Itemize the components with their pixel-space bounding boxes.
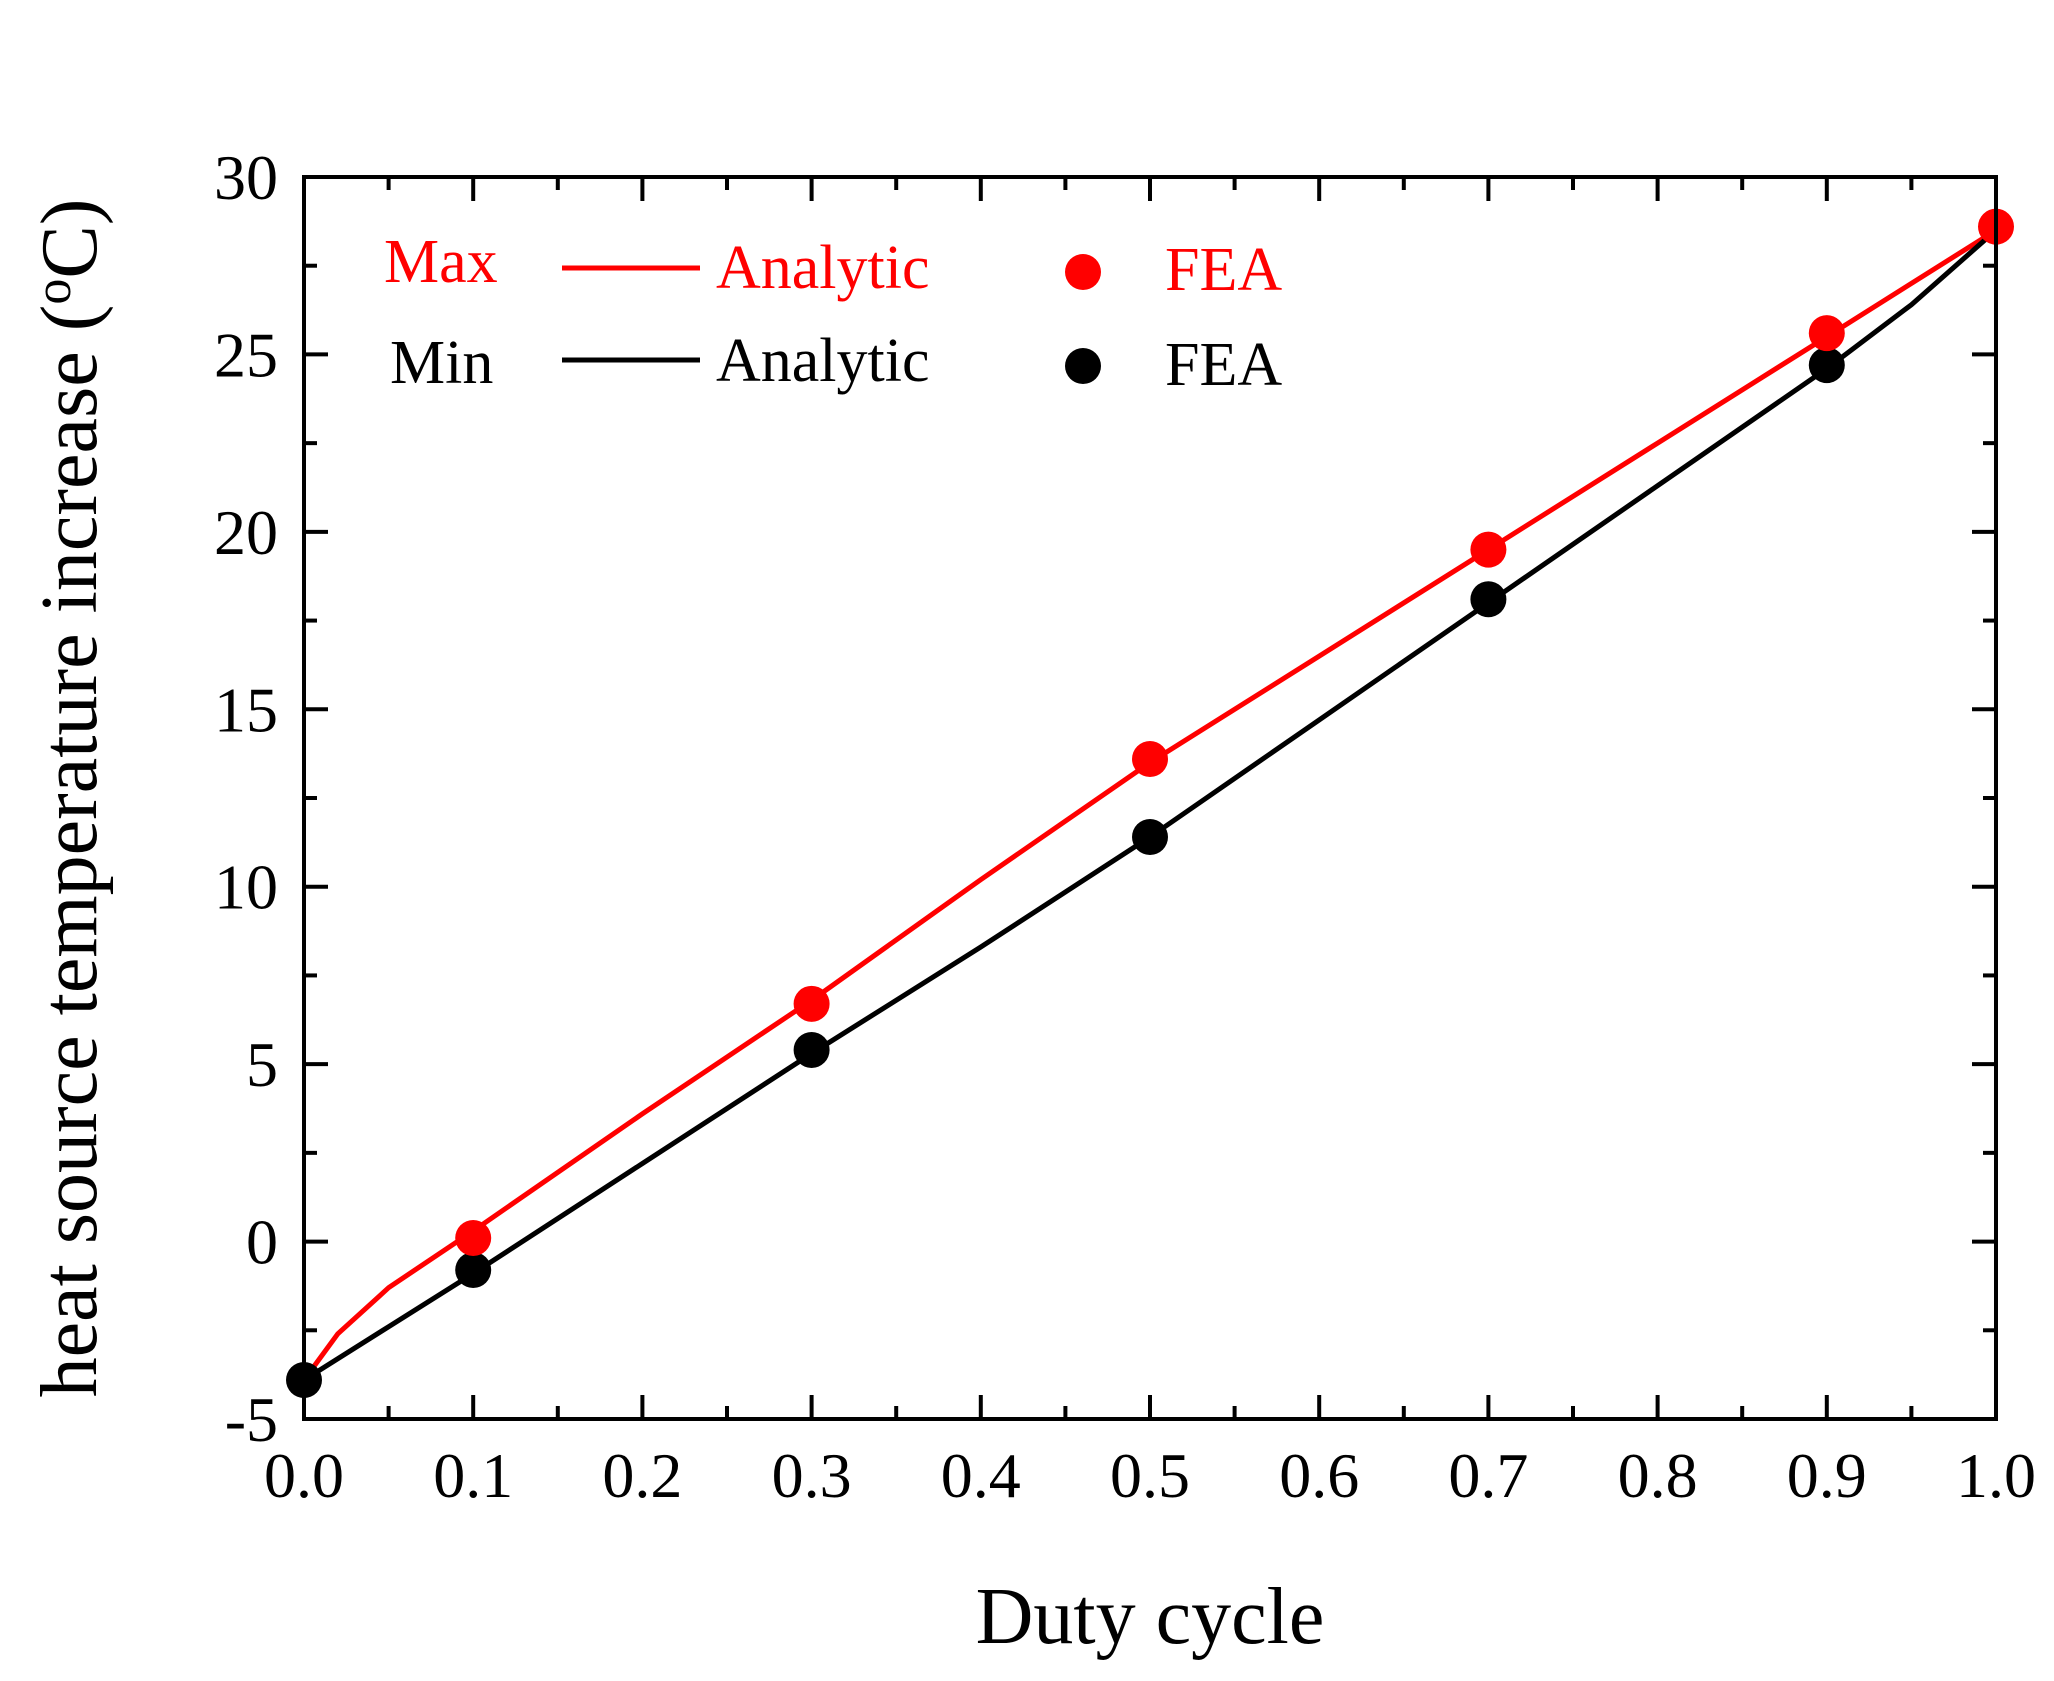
y-tick-label: 15 <box>214 674 278 745</box>
y-tick-label: 0 <box>246 1207 278 1278</box>
point-min-fea <box>1470 581 1507 618</box>
x-tick-label: 0.1 <box>433 1440 513 1511</box>
y-axis-title: heat source temperature increase (oC) <box>25 199 114 1398</box>
tick-labels: 0.0 0.1 0.2 0.3 0.4 0.5 0.6 0.7 0.8 0.9 1.0 -5 0 5 10 1… <box>214 142 2036 1511</box>
point-max-fea <box>1132 740 1168 777</box>
legend-min-fea-label: FEA <box>1165 331 1282 399</box>
legend-max-analytic-label: Analytic <box>716 234 930 302</box>
legend-max-group: Max <box>384 228 498 296</box>
point-min-fea <box>1132 819 1168 856</box>
y-tick-label: -5 <box>225 1384 278 1455</box>
plot-frame <box>302 175 1998 1421</box>
point-max-fea <box>455 1220 492 1257</box>
x-tick-label: 0.4 <box>941 1440 1021 1511</box>
point-max-fea <box>1470 531 1507 568</box>
legend-max-fea-marker <box>1065 254 1101 290</box>
x-tick-label: 0.3 <box>772 1440 852 1511</box>
x-tick-label: 0.5 <box>1110 1440 1190 1511</box>
y-tick-label: 10 <box>214 852 278 923</box>
x-tick-label: 0.9 <box>1787 1440 1867 1511</box>
y-axis-title-unit: C) <box>26 199 114 279</box>
series-line-max-analytic <box>301 227 1999 1383</box>
x-tick-label: 0.8 <box>1618 1440 1698 1511</box>
legend-min-fea-marker <box>1065 348 1101 384</box>
x-tick-label: 0.7 <box>1448 1440 1528 1511</box>
y-tick-label: 30 <box>214 142 278 213</box>
x-tick-label: 0.6 <box>1279 1440 1359 1511</box>
point-max-fea <box>793 985 830 1022</box>
y-tick-label: 25 <box>214 319 278 390</box>
legend-max-fea-label: FEA <box>1165 236 1282 304</box>
axis-ticks <box>302 175 1998 1421</box>
y-tick-label: 5 <box>246 1029 278 1100</box>
y-tick-label: 20 <box>214 497 278 568</box>
point-min-fea <box>793 1031 830 1068</box>
series-points <box>286 208 2014 1398</box>
point-min-fea <box>1808 347 1845 384</box>
point-max-fea <box>1808 315 1845 352</box>
legend: Max Analytic FEA Min Analytic FEA <box>384 228 1282 399</box>
x-tick-label: 0.0 <box>264 1440 344 1511</box>
legend-min-analytic-label: Analytic <box>716 327 930 395</box>
x-axis-title: Duty cycle <box>976 1573 1325 1661</box>
x-tick-label: 1.0 <box>1956 1440 2036 1511</box>
y-axis-title-superscript: o <box>25 279 82 305</box>
y-axis-title-main: heat source temperature increase ( <box>26 305 114 1398</box>
point-min-fea <box>455 1251 492 1288</box>
legend-min-group: Min <box>390 329 493 397</box>
x-tick-label: 0.2 <box>602 1440 682 1511</box>
